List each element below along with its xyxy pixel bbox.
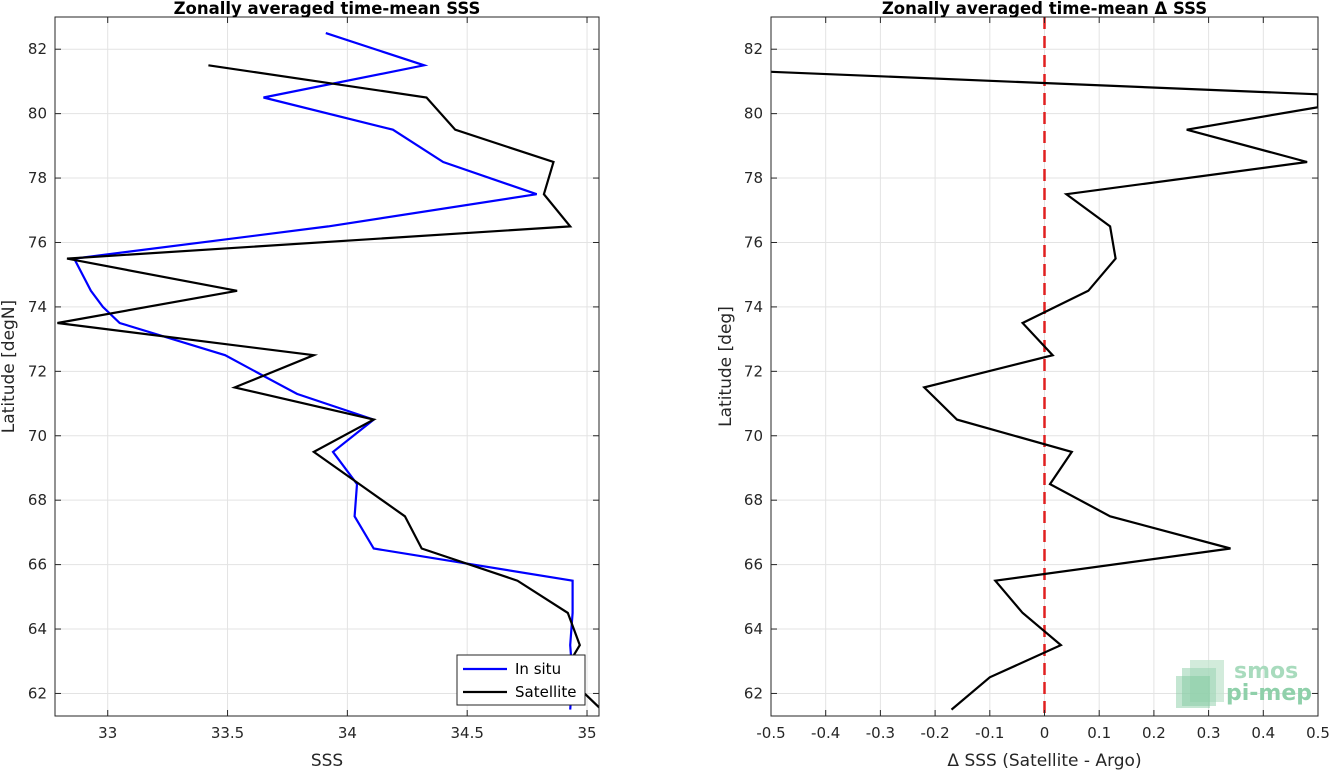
x-tick-label: 33.5	[211, 724, 244, 742]
x-tick-label: -0.2	[920, 724, 949, 742]
y-tick-label: 78	[744, 169, 763, 187]
legend-label: In situ	[515, 660, 561, 678]
y-tick-label: 66	[744, 556, 763, 574]
x-tick-label: 34	[338, 724, 357, 742]
y-tick-label: 62	[744, 684, 763, 702]
axes-box	[54, 16, 600, 717]
series-line-in-situ	[72, 32, 574, 710]
smos-pi-mep-logo: smos pi-mep	[1176, 659, 1312, 708]
y-axis-label: Latitude [degN]	[0, 300, 19, 433]
y-tick-label: 68	[744, 491, 763, 509]
chart-title: Zonally averaged time-mean Δ SSS	[882, 0, 1207, 18]
x-axis-label: Δ SSS (Satellite - Argo)	[947, 751, 1141, 770]
legend-box	[456, 654, 586, 706]
y-tick-label: 70	[28, 427, 47, 445]
x-tick-label: 33	[98, 724, 117, 742]
x-tick-label: 35	[577, 724, 596, 742]
y-tick-label: 66	[28, 556, 47, 574]
y-tick-label: 74	[28, 298, 47, 316]
logo-text-pi-mep: pi-mep	[1226, 681, 1312, 706]
y-tick-label: 68	[28, 491, 47, 509]
x-tick-label: -0.5	[756, 724, 785, 742]
y-axis-label: Latitude [deg]	[716, 306, 736, 427]
legend-label: Satellite	[515, 683, 576, 701]
y-tick-label: 64	[28, 620, 47, 638]
x-tick-label: -0.1	[975, 724, 1004, 742]
chart-title: Zonally averaged time-mean SSS	[174, 0, 481, 18]
y-tick-label: 76	[28, 233, 47, 251]
y-tick-label: 72	[744, 362, 763, 380]
y-tick-label: 78	[28, 169, 47, 187]
y-tick-label: 62	[28, 684, 47, 702]
x-tick-label: -0.4	[811, 724, 840, 742]
x-tick-label: 0.3	[1197, 724, 1221, 742]
x-tick-label: 0	[1040, 724, 1050, 742]
chart-panel-2: -0.5 -0.4 -0.3 -0.2 -0.1 0 0.1 0.2 0.3 0.4 0.5 62 64…	[716, 0, 1330, 771]
legend: In situ Satellite	[456, 654, 586, 706]
y-tick-label: 74	[744, 298, 763, 316]
series-line-satellite	[57, 64, 599, 709]
x-tick-label: 34.5	[450, 724, 483, 742]
x-axis-label: SSS	[311, 751, 343, 770]
x-tick-label: -0.3	[866, 724, 895, 742]
x-tick-label: 0.5	[1306, 724, 1330, 742]
y-tick-label: 64	[744, 620, 763, 638]
y-tick-label: 82	[28, 40, 47, 58]
y-tick-label: 80	[744, 105, 763, 123]
y-tick-label: 76	[744, 233, 763, 251]
logo-text-smos: smos	[1234, 659, 1298, 684]
y-tick-label: 70	[744, 427, 763, 445]
x-tick-label: 0.4	[1251, 724, 1275, 742]
y-tick-label: 82	[744, 40, 763, 58]
x-tick-label: 0.1	[1087, 724, 1111, 742]
y-tick-label: 80	[28, 105, 47, 123]
series-line-1	[771, 70, 1318, 711]
y-tick-label: 72	[28, 362, 47, 380]
x-tick-label: 0.2	[1142, 724, 1166, 742]
chart-panel-1: 33 33.5 34 34.5 35 62 64 66 68 70 72 74 76 78 80 82 Zona…	[0, 0, 600, 771]
